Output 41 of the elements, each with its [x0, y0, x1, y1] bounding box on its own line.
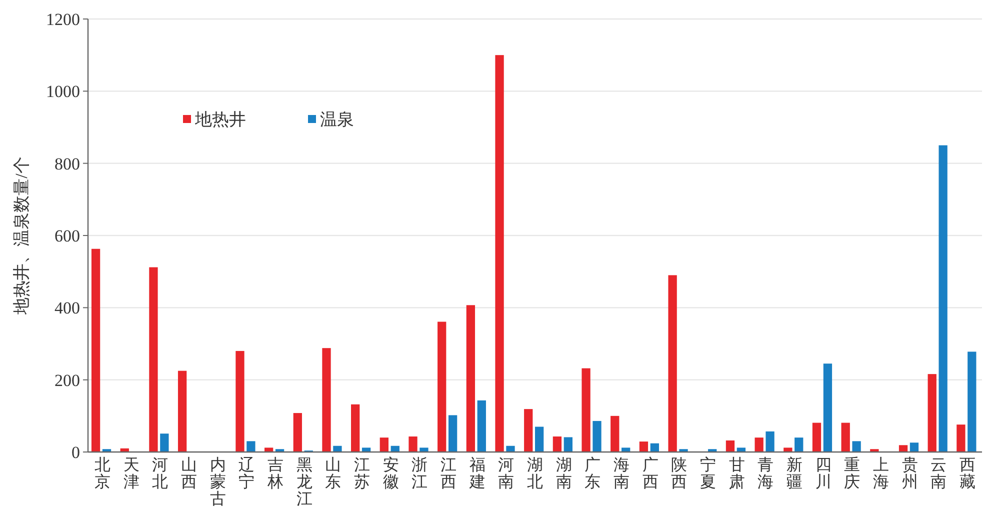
x-tick-label: 青海 [758, 456, 774, 491]
x-tick-label: 天津 [123, 457, 140, 491]
y-tick-label: 1200 [46, 10, 80, 29]
x-tick-label: 辽宁 [238, 456, 255, 491]
x-tick-label: 山东 [325, 456, 342, 491]
x-tick-label: 新疆 [786, 456, 803, 491]
x-tick-label: 河南 [498, 457, 514, 491]
x-tick-label: 江西 [440, 457, 456, 491]
x-tick-label: 北京 [94, 456, 110, 491]
x-tick-label: 西藏 [960, 457, 976, 491]
x-tick-label: 山西 [180, 456, 197, 491]
y-tick-label: 200 [54, 370, 80, 390]
y-tick-label: 600 [54, 226, 80, 246]
y-tick-label: 0 [72, 443, 80, 462]
x-tick-label: 宁夏 [700, 456, 716, 491]
x-tick-label: 湖南 [556, 456, 572, 491]
x-tick-label: 河北 [152, 457, 168, 491]
x-tick-label: 吉林 [266, 456, 284, 491]
x-tick-label: 安徽 [382, 456, 399, 491]
x-tick-label: 甘肃 [728, 456, 745, 491]
x-tick-label: 福建 [468, 456, 486, 491]
legend-label: 地热井 [194, 110, 246, 129]
x-tick-label: 江苏 [354, 457, 370, 491]
x-tick-label: 重庆 [844, 456, 860, 491]
x-tick-label: 海南 [614, 457, 630, 491]
x-tick-label: 上海 [873, 456, 890, 491]
x-tick-label: 贵州 [902, 456, 918, 491]
y-tick-label: 400 [54, 298, 80, 318]
x-tick-label: 黑龙江 [296, 457, 312, 508]
x-tick-label: 四川 [815, 457, 832, 491]
x-tick-label: 浙江 [412, 456, 428, 491]
y-axis-title: 地热井、温泉数量/个 [12, 156, 31, 316]
x-tick-label: 广西 [642, 456, 658, 491]
legend-label: 温泉 [320, 110, 354, 129]
y-tick-label: 800 [54, 154, 80, 174]
x-tick-label: 广东 [584, 456, 601, 491]
x-tick-label: 云南 [930, 457, 947, 491]
x-tick-label: 湖北 [527, 456, 543, 491]
x-tick-label: 内蒙古 [210, 456, 226, 508]
x-tick-label: 陕西 [671, 457, 688, 491]
y-tick-label: 1000 [46, 82, 80, 102]
